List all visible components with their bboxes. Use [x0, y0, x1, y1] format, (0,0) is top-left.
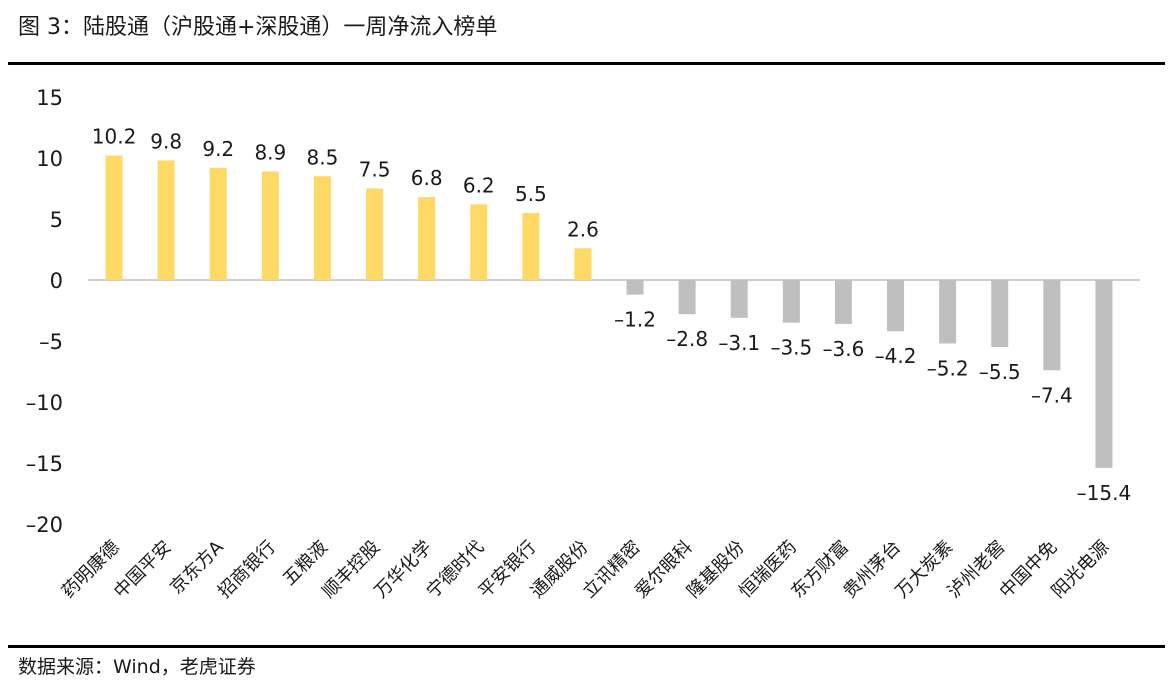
data-label: 10.2: [92, 125, 137, 149]
bar: [730, 280, 748, 318]
category-label: 阳光电源: [1048, 537, 1114, 603]
y-tick-label: 10: [36, 147, 63, 171]
bar: [939, 280, 957, 344]
bar-chart: 15 10 5 0 –5 –10 –15 –20 10.2 9.8 9.2 8.9 8.5 7.5 6.8…: [26, 86, 1140, 602]
data-label: –7.4: [1031, 383, 1073, 407]
y-tick-label: –5: [39, 330, 63, 354]
bar: [887, 280, 905, 332]
y-tick-label: 0: [50, 269, 63, 293]
data-label: 9.8: [150, 129, 182, 153]
data-label: –3.1: [718, 331, 760, 355]
data-label: –4.2: [875, 344, 917, 368]
bottom-rule: [8, 645, 1165, 648]
data-labels-group: 10.2 9.8 9.2 8.9 8.57.5 6.8 6.2 5.52.6–1.2–2.8–…: [92, 125, 1131, 505]
bar: [157, 160, 175, 280]
bar: [626, 280, 644, 295]
data-label: –3.5: [770, 336, 812, 360]
bar: [209, 167, 227, 280]
data-label: 5.5: [515, 182, 547, 206]
bar: [991, 280, 1009, 348]
y-tick-label: 5: [50, 208, 63, 232]
bar: [834, 280, 852, 324]
category-label: 招商银行: [214, 537, 280, 603]
data-label: –2.8: [666, 327, 708, 351]
data-label: –5.5: [979, 360, 1021, 384]
data-label: 8.5: [307, 145, 339, 169]
y-axis: 15 10 5 0 –5 –10 –15 –20: [26, 86, 63, 537]
bar: [1095, 280, 1113, 468]
y-tick-label: –15: [26, 452, 63, 476]
data-label: 2.6: [567, 217, 599, 241]
bar: [1043, 280, 1061, 371]
bar: [261, 171, 279, 280]
top-rule: [8, 62, 1165, 65]
figure-title: 图 3：陆股通（沪股通+深股通）一周净流入榜单: [18, 15, 498, 40]
bars-group: [105, 155, 1113, 468]
data-label: –5.2: [927, 356, 969, 380]
y-tick-label: 15: [36, 86, 63, 110]
bar: [522, 212, 540, 280]
bar: [782, 280, 800, 323]
data-label: 7.5: [359, 158, 391, 182]
bar: [418, 197, 436, 280]
y-tick-label: –20: [26, 513, 63, 537]
bar: [470, 204, 488, 280]
bar: [574, 248, 592, 280]
bar: [678, 280, 696, 315]
data-label: –1.2: [614, 308, 656, 332]
data-label: –3.6: [823, 337, 865, 361]
data-label: 6.2: [463, 173, 495, 197]
y-tick-label: –10: [26, 391, 63, 415]
data-label: 8.9: [254, 140, 286, 164]
category-label: 中国平安: [110, 537, 176, 603]
bar: [366, 188, 384, 280]
data-label: –15.4: [1077, 481, 1132, 505]
bar: [313, 176, 331, 280]
data-label: 9.2: [202, 137, 234, 161]
bar: [105, 155, 123, 280]
source-note: 数据来源：Wind，老虎证券: [18, 656, 256, 678]
data-label: 6.8: [411, 166, 443, 190]
